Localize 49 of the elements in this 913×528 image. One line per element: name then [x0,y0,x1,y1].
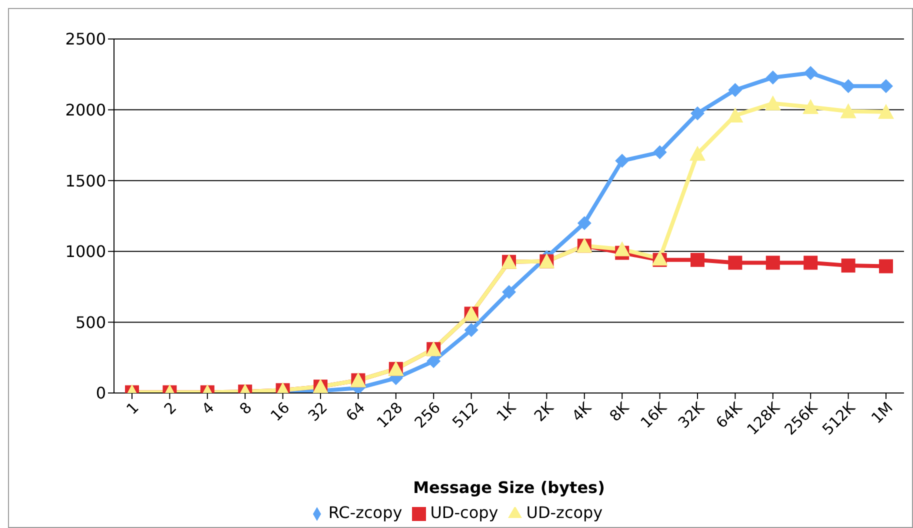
point [878,104,894,119]
point [764,95,781,110]
point [879,79,893,94]
point [426,354,441,368]
point [804,256,818,270]
point [802,98,819,114]
x-tick-label: 512 [448,398,482,432]
point [804,66,818,80]
point [840,103,856,118]
point [690,146,706,161]
y-tick-label: 500 [75,312,106,332]
point [502,285,516,300]
x-tick-label: 32 [304,398,331,425]
point [464,322,478,337]
point [841,79,856,94]
point [614,241,630,256]
point [615,154,630,168]
y-tick-label: 1000 [65,242,106,262]
legend-label: UD-copy [430,503,498,522]
x-tick-label: 64 [342,398,369,425]
point [727,107,744,122]
x-tick-label: 8 [236,398,256,418]
point [841,258,856,273]
x-tick-label: 16 [266,398,294,425]
point [728,256,742,270]
point [652,145,667,160]
x-tick-label: 1K [492,398,520,426]
point [728,82,742,97]
x-tick-label: 2K [530,398,558,426]
y-tick-label: 2000 [65,100,106,120]
x-axis-title: Message Size (bytes) [413,478,605,497]
y-tick-label: 0 [96,384,106,403]
legend-label: RC-zcopy [328,503,402,522]
point [766,70,780,85]
point [879,259,893,274]
x-tick-label: 4K [568,398,596,426]
x-tick-label: 128 [373,398,406,432]
point [577,216,592,230]
point [690,252,704,267]
y-tick-label: 1500 [65,171,106,190]
x-tick-label: 1M [868,398,896,428]
x-tick-label: 4 [198,398,218,418]
x-tick-label: 8K [606,398,634,426]
point [766,256,780,270]
x-tick-label: 2 [160,398,180,418]
x-tick-label: 1 [122,398,142,418]
point [690,106,704,120]
legend-label: UD-zcopy [526,503,603,522]
y-tick-label: 2500 [65,30,106,49]
